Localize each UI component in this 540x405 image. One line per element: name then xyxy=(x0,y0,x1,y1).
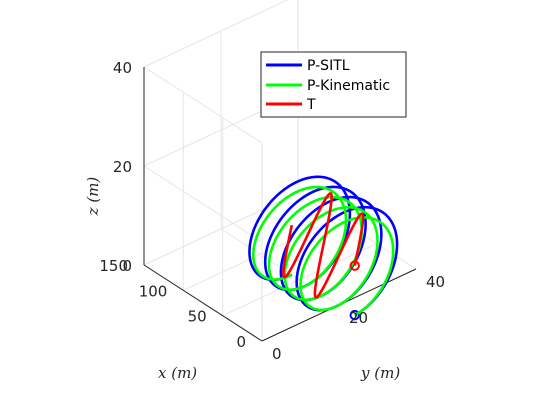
y-tick-label: 40 xyxy=(426,273,445,291)
x-tick-label: 150 xyxy=(99,257,128,275)
grid-line-z-left xyxy=(143,165,263,243)
x-tick-label: 100 xyxy=(139,282,168,300)
start-marker-p-sitl xyxy=(349,309,360,321)
z-tick-label: 40 xyxy=(113,59,132,77)
z-tick-label: 0 xyxy=(122,257,132,275)
legend-label-t: T xyxy=(306,97,316,113)
grid-line-z-right xyxy=(143,0,289,68)
grid-lines xyxy=(143,0,417,342)
series-line-t xyxy=(282,192,365,299)
legend-label-p-kinematic: P-Kinematic xyxy=(307,78,390,94)
x-axis-line xyxy=(143,264,263,342)
x-axis-label: x (m) xyxy=(158,364,197,382)
x-tick-label: 50 xyxy=(188,308,207,326)
z-axis-label: z (m) xyxy=(84,177,102,217)
y-axis-label: y (m) xyxy=(360,364,400,382)
y-tick-label: 0 xyxy=(272,345,282,363)
start-marker-t xyxy=(349,260,360,271)
legend-label-p-sitl: P-SITL xyxy=(307,58,350,74)
series-layer xyxy=(248,175,399,321)
y-tick-label: 20 xyxy=(349,309,368,327)
z-tick-label: 20 xyxy=(113,158,132,176)
series-line-p-kinematic xyxy=(252,185,395,317)
x-tick-label: 0 xyxy=(236,333,246,351)
grid-line-z-right xyxy=(143,192,299,266)
legend: P-SITL P-Kinematic T xyxy=(260,51,407,118)
grid-line-z-left xyxy=(143,66,263,144)
